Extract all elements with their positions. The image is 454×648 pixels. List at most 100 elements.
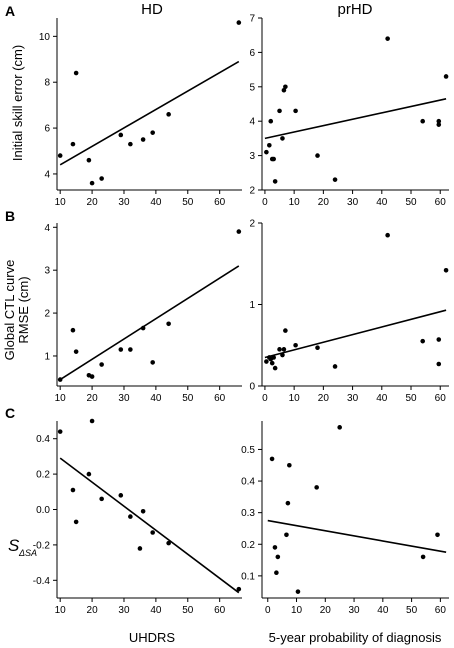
data-point [57,429,63,434]
x-tick-label: 30 [348,605,360,616]
data-point [57,377,63,382]
data-point [73,70,79,76]
data-point [236,229,242,234]
data-point [166,112,171,117]
y-tick-label: 8 [44,78,50,89]
data-point [86,471,92,477]
y-tick-label: 0.3 [241,508,255,519]
y-tick-label: 6 [249,48,255,59]
panel-letter-c: C [5,405,15,421]
ylabel-s-delta-sa: S ΔSA [8,536,37,558]
data-point [332,364,338,369]
y-tick-label: 4 [249,117,255,128]
y-tick-label: 2 [44,309,50,320]
data-point [436,118,442,124]
x-tick-label: 60 [435,605,447,616]
y-tick-label: -0.2 [33,540,51,551]
data-point [295,589,301,594]
y-tick-label: 7 [249,14,255,25]
data-point [272,365,278,371]
x-tick-label: 60 [214,197,226,208]
data-point [57,153,63,158]
x-tick-label: 20 [320,605,332,616]
ylabel-s-main: S [8,536,20,555]
y-tick-label: 1 [249,300,255,311]
y-tick-label: 0 [249,382,255,393]
data-point [281,347,287,352]
data-point [99,496,104,502]
data-point [150,360,155,365]
xlabel-probability-of-diagnosis: 5-year probability of diagnosis [269,630,442,645]
panel-letter-a: A [5,3,15,19]
data-point [89,418,95,424]
data-point [420,554,426,560]
x-tick-label: 60 [435,197,447,208]
x-tick-label: 0 [262,197,268,208]
data-point [236,586,242,592]
data-point [137,546,143,551]
x-tick-label: 50 [182,197,194,208]
data-point [332,177,338,182]
ylabel-global-ctl-curve: Global CTL curve [2,260,17,361]
data-point [267,142,272,148]
data-point [269,360,275,366]
data-point [287,462,292,468]
data-point [436,337,442,342]
y-tick-label: 0.2 [241,540,255,551]
x-tick-label: 60 [435,393,447,404]
y-tick-label: -0.4 [33,576,51,587]
y-tick-label: 4 [44,223,50,234]
data-point [264,359,269,364]
y-tick-label: 6 [44,124,50,135]
data-point [274,570,279,576]
data-point [285,500,291,506]
y-tick-label: 3 [44,266,50,277]
data-point [337,425,342,430]
ylabel-s-subscript: ΔSA [18,548,37,558]
data-point [140,508,146,514]
data-point [166,540,171,546]
regression-line [264,98,447,140]
data-point [293,342,298,348]
x-tick-label: 50 [182,605,194,616]
y-tick-label: 1 [44,351,50,362]
regression-line [264,309,447,359]
y-tick-label: 0.2 [36,470,50,481]
x-tick-label: 30 [118,197,130,208]
x-tick-label: 30 [118,393,130,404]
data-point [118,493,124,498]
x-tick-label: 10 [55,605,67,616]
x-tick-label: 50 [406,605,418,616]
data-point [435,532,440,538]
column-title-hd: HD [141,1,163,18]
data-point [73,519,79,525]
x-tick-label: 30 [347,393,359,404]
data-point [118,132,124,138]
x-tick-label: 60 [214,605,226,616]
column-title-prhd: prHD [337,1,372,18]
scatter-panel-hd-initial-error: 10 20 30 40 50 60 4 6 8 10 [39,18,242,208]
data-point [272,545,278,550]
x-tick-label: 20 [87,605,99,616]
data-point [315,345,320,350]
scatter-panel-prhd-rmse: 0 10 20 30 40 50 60 0 1 2 [249,219,449,404]
y-tick-label: 2 [249,186,255,197]
y-tick-label: 0.4 [241,477,255,488]
data-point [70,487,76,493]
ylabel-rmse: RMSE (cm) [16,276,31,343]
y-tick-label: 0.1 [241,571,255,582]
data-point [436,361,442,367]
data-point [420,338,426,344]
x-tick-label: 10 [289,393,301,404]
x-tick-label: 50 [405,393,417,404]
data-point [128,141,133,147]
x-tick-label: 50 [182,393,194,404]
x-tick-label: 30 [118,605,130,616]
data-point [271,156,276,162]
x-tick-label: 10 [55,393,67,404]
data-point [86,157,92,163]
x-tick-label: 40 [150,605,162,616]
data-point [70,327,76,333]
x-tick-label: 40 [150,393,162,404]
